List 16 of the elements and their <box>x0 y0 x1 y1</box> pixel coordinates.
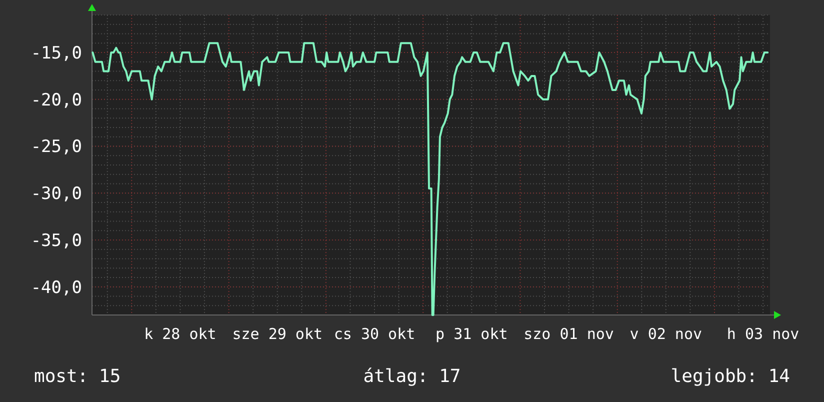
text: most: 15 <box>34 366 121 387</box>
y-tick-label: -20,0 <box>30 90 82 110</box>
x-tick-label: sze 29 okt <box>232 325 323 343</box>
x-tick-label: p 31 okt <box>436 325 508 343</box>
x-tick-label: v 02 nov <box>630 325 702 343</box>
x-tick-label: h 03 nov <box>726 325 800 343</box>
x-tick-label: k 28 okt <box>144 325 216 343</box>
text: átlag: 17 <box>363 366 461 387</box>
y-tick-label: -15,0 <box>30 43 82 64</box>
x-tick-label: szo 01 nov <box>524 325 614 343</box>
x-tick-label: cs 30 okt <box>334 325 416 343</box>
y-tick-label: -30,0 <box>30 184 82 204</box>
text: legjobb: 14 <box>670 366 790 387</box>
y-tick-label: -40,0 <box>30 278 82 298</box>
y-tick-label: -35,0 <box>30 230 82 251</box>
y-tick-label: -25,0 <box>30 137 82 158</box>
